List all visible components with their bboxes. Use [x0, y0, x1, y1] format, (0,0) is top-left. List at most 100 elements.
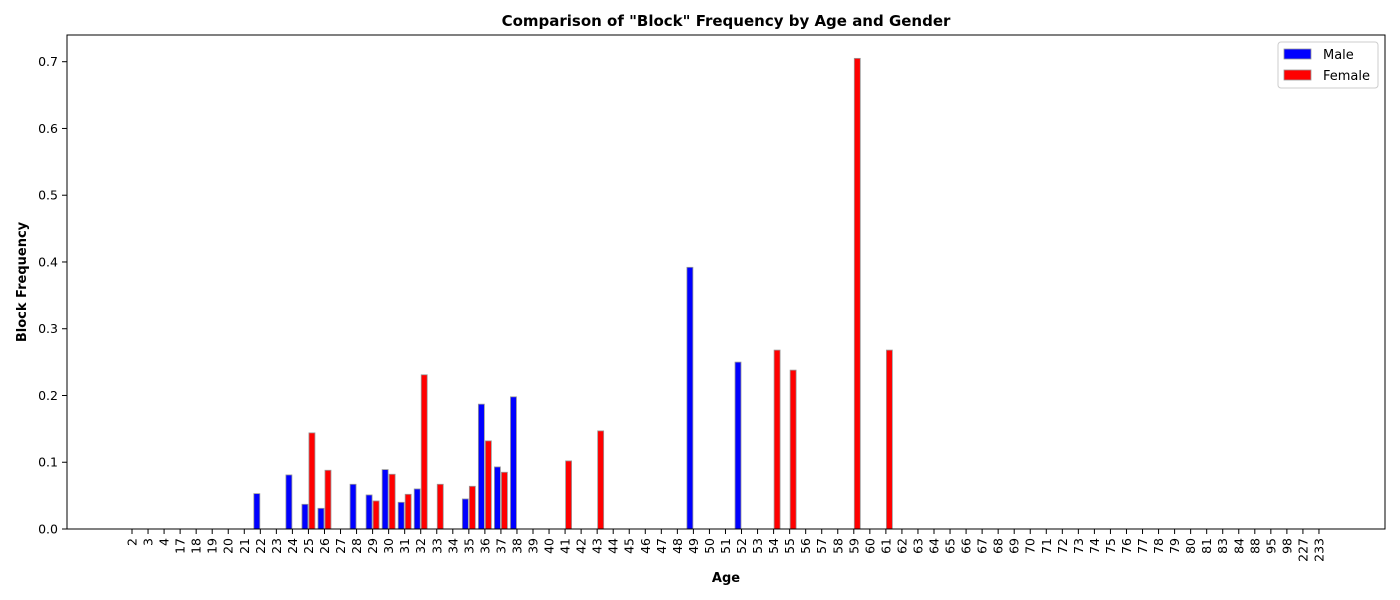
x-tick-label: 83 [1215, 538, 1230, 554]
x-tick-label: 98 [1279, 538, 1294, 554]
x-tick-label: 32 [413, 538, 428, 554]
x-tick-label: 72 [1055, 538, 1070, 554]
x-tick-label: 58 [830, 538, 845, 554]
bar-male-26 [317, 507, 325, 530]
bar-female-61 [885, 349, 893, 530]
x-tick-label: 27 [333, 538, 348, 554]
x-tick-label: 51 [718, 538, 733, 554]
bar-male-35 [461, 498, 469, 530]
bar-male-25 [301, 503, 309, 530]
x-tick-label: 74 [1087, 538, 1102, 554]
x-tick-label: 63 [910, 538, 925, 554]
x-tick-label: 54 [766, 538, 781, 554]
x-tick-label: 66 [959, 538, 974, 554]
bar-male-24 [285, 474, 293, 530]
legend-label-female: Female [1323, 69, 1370, 84]
x-tick-label: 35 [461, 538, 476, 554]
bar-female-29 [372, 500, 380, 530]
bar-female-55 [789, 369, 797, 530]
x-tick-label: 22 [253, 538, 268, 554]
bar-male-30 [381, 469, 389, 530]
x-tick-label: 78 [1151, 538, 1166, 554]
x-tick-label: 30 [381, 538, 396, 554]
bar-male-49 [686, 266, 694, 530]
x-tick-label: 73 [1071, 538, 1086, 554]
x-tick-label: 26 [317, 538, 332, 554]
bar-female-54 [773, 349, 781, 530]
x-tick-label: 56 [798, 538, 813, 554]
bar-male-28 [349, 483, 357, 530]
x-axis-label: Age [712, 571, 740, 586]
y-tick-label: 0.2 [38, 388, 58, 403]
x-tick-label: 67 [975, 538, 990, 554]
x-tick-label: 60 [862, 538, 877, 554]
x-tick-label: 70 [1023, 538, 1038, 554]
bar-male-29 [365, 494, 373, 530]
x-tick-label: 34 [445, 538, 460, 554]
bar-male-52 [734, 361, 742, 530]
x-tick-label: 42 [574, 538, 589, 554]
x-tick-label: 75 [1103, 538, 1118, 554]
y-tick-label: 0.1 [38, 455, 58, 470]
x-tick-label: 28 [349, 538, 364, 554]
x-tick-label: 46 [638, 538, 653, 554]
x-tick-label: 80 [1183, 538, 1198, 554]
legend-label-male: Male [1323, 48, 1354, 63]
x-tick-label: 52 [734, 538, 749, 554]
x-tick-label: 88 [1247, 538, 1262, 554]
x-tick-label: 31 [397, 538, 412, 554]
bar-male-31 [397, 501, 405, 530]
x-tick-label: 40 [542, 538, 557, 554]
x-tick-label: 37 [493, 538, 508, 554]
x-tick-label: 53 [750, 538, 765, 554]
x-tick-label: 2 [125, 538, 140, 546]
x-tick-label: 4 [157, 538, 172, 546]
x-tick-label: 62 [894, 538, 909, 554]
y-axis-label: Block Frequency [15, 221, 30, 342]
x-tick-label: 65 [943, 538, 958, 554]
x-tick-label: 48 [670, 538, 685, 554]
bar-female-36 [484, 440, 492, 530]
x-tick-label: 95 [1263, 538, 1278, 554]
x-tick-label: 43 [590, 538, 605, 554]
x-tick-label: 227 [1295, 538, 1310, 562]
x-tick-label: 38 [509, 538, 524, 554]
x-tick-label: 45 [622, 538, 637, 554]
bar-male-36 [477, 403, 485, 530]
x-tick-label: 19 [205, 538, 220, 554]
x-tick-label: 3 [141, 538, 156, 546]
x-tick-label: 84 [1231, 538, 1246, 554]
bar-female-37 [501, 471, 508, 530]
y-tick-label: 0.7 [38, 54, 58, 69]
x-tick-label: 64 [927, 538, 942, 554]
bar-female-30 [388, 473, 396, 530]
x-tick-label: 57 [814, 538, 829, 554]
x-tick-label: 23 [269, 538, 284, 554]
x-tick-label: 233 [1311, 538, 1326, 562]
x-tick-label: 79 [1167, 538, 1182, 554]
legend-swatch-female [1283, 69, 1312, 81]
x-tick-label: 18 [189, 538, 204, 554]
x-tick-label: 77 [1135, 538, 1150, 554]
x-tick-label: 50 [702, 538, 717, 554]
y-tick-label: 0.0 [38, 522, 58, 537]
x-tick-label: 76 [1119, 538, 1134, 554]
y-axis: 0.0 0.1 0.2 0.3 0.4 0.5 0.6 0.7 [38, 54, 67, 537]
x-tick-label: 49 [686, 538, 701, 554]
x-tick-label: 81 [1199, 538, 1214, 554]
bar-female-59 [853, 57, 861, 530]
bar-female-31 [404, 493, 412, 530]
bar-female-43 [597, 430, 605, 530]
bar-female-33 [436, 483, 444, 530]
y-tick-label: 0.4 [38, 254, 58, 269]
x-tick-label: 41 [558, 538, 573, 554]
bar-male-38 [510, 396, 517, 530]
plot-frame [66, 34, 1386, 530]
x-tick-label: 36 [477, 538, 492, 554]
x-tick-label: 68 [991, 538, 1006, 554]
x-tick-label: 20 [221, 538, 236, 554]
x-tick-label: 47 [654, 538, 669, 554]
y-tick-label: 0.5 [38, 188, 58, 203]
x-tick-label: 59 [846, 538, 861, 554]
